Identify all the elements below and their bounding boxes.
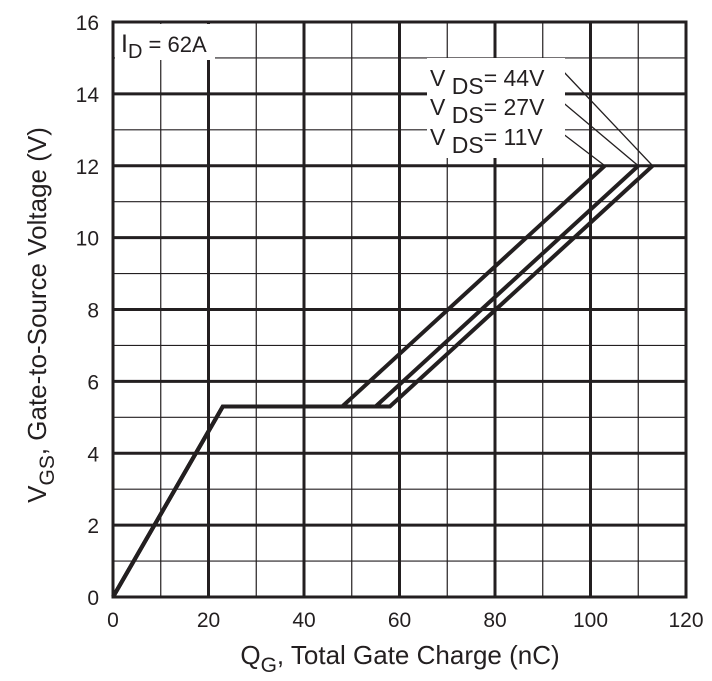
y-tick-label: 0: [87, 587, 99, 610]
x-tick-label: 120: [668, 609, 703, 632]
x-tick-labels: 0 20 40 60 80 100 120: [107, 609, 703, 632]
y-tick-label: 14: [76, 84, 100, 107]
y-tick-labels: 0 2 4 6 8 10 12 14 16: [76, 12, 100, 610]
x-tick-label: 80: [483, 609, 506, 632]
x-tick-label: 100: [573, 609, 608, 632]
legend-background: [427, 58, 565, 158]
y-tick-label: 4: [87, 443, 99, 466]
y-tick-label: 6: [87, 371, 99, 394]
x-tick-label: 40: [292, 609, 315, 632]
leader-line-27v: [559, 99, 639, 167]
y-tick-label: 2: [87, 515, 99, 538]
series-line-11v: [111, 164, 607, 598]
x-axis-title: QG, Total Gate Charge (nC): [240, 640, 559, 676]
x-tick-label: 0: [107, 609, 119, 632]
condition-box: [115, 24, 215, 60]
y-axis-title: VGS, Gate-to-Source Voltage (V): [22, 127, 59, 503]
leader-line-11v: [557, 129, 606, 167]
x-tick-label: 60: [388, 609, 411, 632]
leader-line-44v: [561, 69, 654, 167]
y-tick-label: 16: [76, 12, 99, 35]
y-tick-label: 12: [76, 156, 99, 179]
series-lines: [111, 164, 654, 598]
legend-label-27v: V DS= 27V: [430, 94, 545, 128]
y-tick-label: 8: [87, 300, 99, 323]
grid-major: [113, 22, 686, 597]
legend: V DS= 44V V DS= 27V V DS= 11V: [427, 58, 565, 158]
x-tick-label: 20: [197, 609, 220, 632]
legend-label-11v: V DS= 11V: [430, 124, 543, 158]
plot-frame: [111, 20, 688, 599]
y-tick-label: 10: [76, 228, 99, 251]
legend-label-44v: V DS= 44V: [430, 65, 545, 99]
legend-leader-lines: [557, 69, 654, 167]
condition-label: ID = 62A: [121, 30, 207, 63]
